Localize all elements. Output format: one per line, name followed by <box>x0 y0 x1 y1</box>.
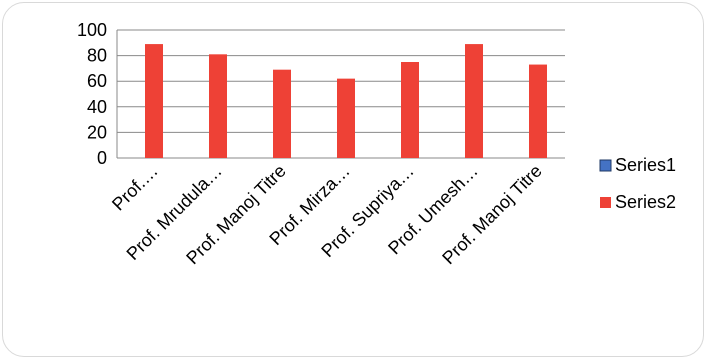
y-tick-label: 40 <box>87 97 107 117</box>
legend-label: Series1 <box>615 155 676 175</box>
legend-swatch <box>599 159 612 172</box>
legend-label: Series2 <box>615 192 676 212</box>
y-tick-label: 100 <box>77 20 107 40</box>
x-tick-label: Prof.… <box>108 161 162 215</box>
bar <box>337 78 355 158</box>
bars <box>145 44 547 158</box>
bar <box>401 62 419 158</box>
legend-swatch <box>600 197 611 208</box>
x-axis-ticks: Prof.…Prof. Mrudula…Prof. Manoj TitrePro… <box>108 161 546 269</box>
y-tick-label: 80 <box>87 46 107 66</box>
y-tick-label: 0 <box>97 148 107 168</box>
y-tick-label: 60 <box>87 71 107 91</box>
bar <box>529 64 547 158</box>
bar <box>145 44 163 158</box>
gridlines <box>116 29 565 159</box>
legend: Series1 Series2 <box>599 155 676 212</box>
y-axis-ticks: 0 20 40 60 80 100 <box>77 20 107 168</box>
chart-frame <box>2 2 704 357</box>
bar <box>273 69 291 158</box>
y-tick-label: 20 <box>87 122 107 142</box>
bar <box>209 54 227 158</box>
bar <box>465 44 483 158</box>
